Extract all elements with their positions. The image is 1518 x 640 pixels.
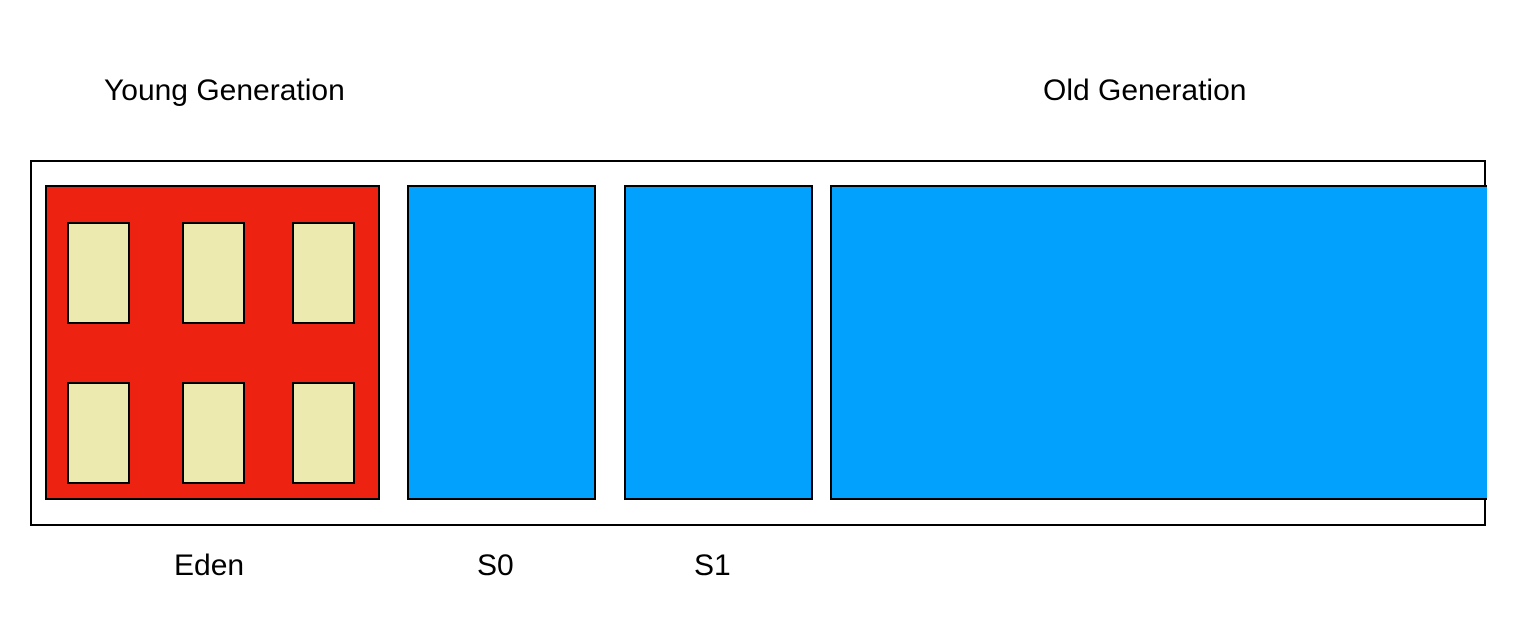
eden-label: Eden [174,549,245,582]
s0-label: S0 [477,549,514,582]
eden-region [45,185,380,500]
survivor-s0-region [407,185,596,500]
eden-object [67,382,130,484]
old-generation-region [830,185,1487,500]
eden-object [182,222,245,324]
s1-label: S1 [694,549,731,582]
eden-object [182,382,245,484]
survivor-s1-region [624,185,813,500]
young-generation-label: Young Generation [104,74,345,107]
eden-object [67,222,130,324]
eden-object [292,222,355,324]
old-generation-label: Old Generation [1043,74,1247,107]
eden-object [292,382,355,484]
